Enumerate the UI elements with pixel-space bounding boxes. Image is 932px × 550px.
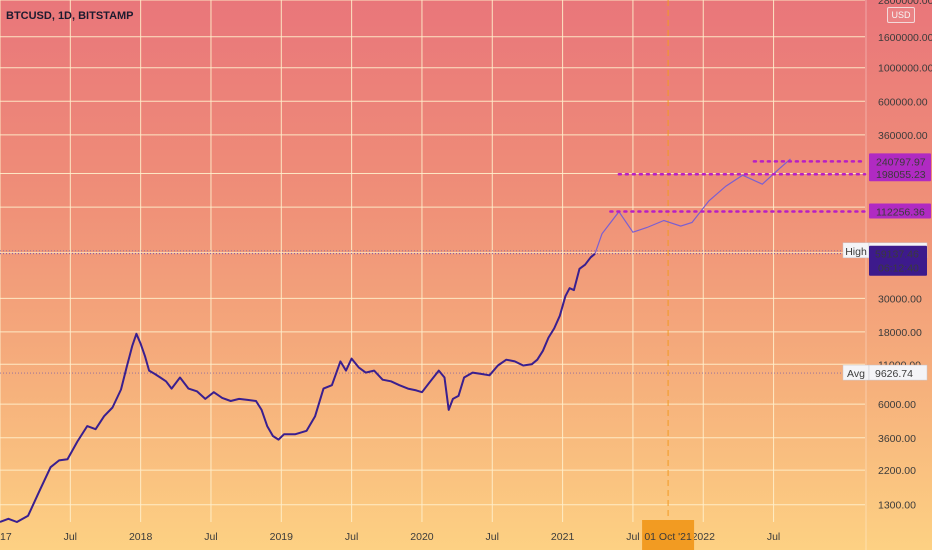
y-tick-label-5: 18000.00 — [878, 327, 922, 339]
x-tick-label-4: 2019 — [270, 531, 294, 543]
level-tag-high: High — [845, 246, 867, 258]
crosshair-date-label: 01 Oct '21 — [644, 531, 692, 543]
y-tick-label-3: 6000.00 — [878, 399, 916, 411]
last-price-box — [869, 245, 927, 276]
chart-title: BTCUSD, 1D, BITSTAMP — [6, 10, 134, 22]
x-tick-label-3: Jul — [204, 531, 217, 543]
target-label-box-2 — [869, 203, 931, 219]
target-label-box-0 — [869, 153, 931, 169]
y-tick-label-14: 2800000.00 — [878, 0, 932, 7]
x-tick-label-7: Jul — [486, 531, 499, 543]
y-tick-label-12: 1000000.00 — [878, 63, 932, 75]
target-label-0: 240797.97 — [876, 156, 926, 168]
x-tick-label-0: 2017 — [0, 531, 12, 543]
y-tick-label-13: 1600000.00 — [878, 32, 932, 44]
y-tick-label-6: 30000.00 — [878, 293, 922, 305]
x-tick-label-8: 2021 — [551, 531, 575, 543]
level-value-box-avg — [868, 364, 928, 381]
target-label-1: 198055.23 — [876, 169, 926, 181]
target-label-box-1 — [869, 166, 931, 182]
projection-series-line[interactable] — [594, 158, 791, 254]
x-tick-label-2: 2018 — [129, 531, 153, 543]
y-tick-label-10: 360000.00 — [878, 130, 928, 142]
price-series-line[interactable] — [0, 252, 596, 523]
x-tick-label-9: Jul — [626, 531, 639, 543]
currency-badge[interactable]: USD — [887, 7, 915, 23]
last-price-value: 59137.46 — [875, 249, 919, 261]
target-label-2: 112256.36 — [876, 207, 925, 219]
x-tick-label-6: 2020 — [410, 531, 434, 543]
y-tick-label-2: 3600.00 — [878, 433, 916, 445]
level-tag-avg: Avg — [847, 368, 865, 380]
last-price-countdown: 06:12:40 — [878, 263, 919, 275]
level-value-avg: 9626.74 — [875, 368, 913, 380]
x-tick-label-1: Jul — [64, 531, 77, 543]
x-tick-label-11: Jul — [767, 531, 780, 543]
y-tick-label-1: 2200.00 — [878, 465, 916, 477]
y-tick-label-11: 600000.00 — [878, 96, 928, 108]
x-tick-label-5: Jul — [345, 531, 358, 543]
x-tick-label-10: 2022 — [692, 531, 716, 543]
y-tick-label-0: 1300.00 — [878, 500, 916, 512]
crosshair-date-box — [642, 520, 695, 550]
